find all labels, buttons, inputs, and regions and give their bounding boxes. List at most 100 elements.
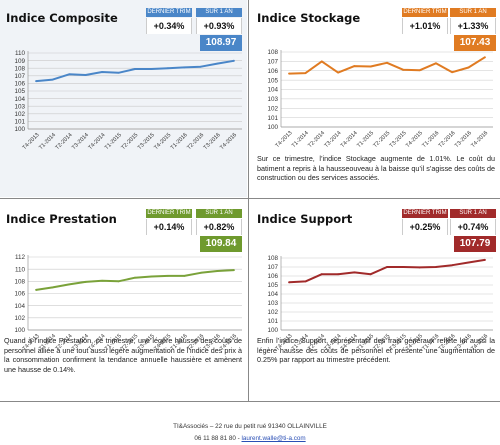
footer-email-link[interactable]: laurent.walle@ti-a.com [241,435,306,442]
data-point [483,258,486,261]
x-tick-label: T2-2014 [307,130,326,149]
x-tick-label: T4-2016 [470,130,489,149]
x-tick-label: T1-2016 [170,132,189,151]
y-tick-label: 104 [267,87,278,94]
footer-contact: 06 11 88 81 80 - laurent.walle@ti-a.com [0,435,500,442]
data-point [320,273,323,276]
y-tick-label: 107 [14,73,25,80]
last-quarter-header: DERNIER TRIM [146,8,192,17]
y-tick-label: 108 [267,49,278,56]
y-tick-label: 108 [14,65,25,72]
x-tick-label: T4-2014 [88,132,107,151]
y-tick-label: 107 [267,264,278,271]
data-point [337,71,339,74]
series-line [35,269,235,291]
y-tick-label: 112 [15,254,26,261]
data-point [84,74,87,76]
prestation-block: Indice Prestation DERNIER TRIM SUR 1 AN … [0,201,248,401]
year-value: +0.74% [450,219,496,235]
y-tick-label: 102 [14,111,25,118]
footer-phone: 06 11 88 81 80 - [194,435,242,442]
y-tick-label: 106 [267,273,278,280]
data-point [483,56,486,59]
y-tick-label: 110 [15,50,26,57]
data-point [51,78,54,81]
year-header: SUR 1 AN [450,8,496,17]
x-tick-label: T1-2016 [421,130,440,149]
data-point [467,66,470,69]
prestation-description: Quand à l’indice Prestation, ce trimestr… [4,336,242,375]
data-point [418,266,421,269]
horizontal-divider [0,198,500,199]
stockage-description: Sur ce trimestre, l’indice Stockage augm… [257,154,495,183]
data-point [150,275,153,278]
series-line [35,59,235,83]
data-point [232,269,235,272]
y-tick-label: 102 [267,309,278,316]
data-point [353,271,356,274]
year-value: +0.93% [196,18,242,34]
y-tick-label: 107 [267,59,278,66]
x-tick-label: T3-2016 [203,132,222,151]
data-point [68,73,71,76]
current-index-value: 107.79 [454,236,496,252]
stockage-block: Indice Stockage DERNIER TRIM SUR 1 AN +1… [251,0,500,198]
y-tick-label: 103 [267,96,278,103]
data-point [320,60,323,63]
last-quarter-header: DERNIER TRIM [402,209,448,218]
y-tick-label: 100 [14,327,25,334]
data-point [353,65,356,67]
data-point [199,271,202,274]
last-quarter-value: +0.34% [146,18,192,34]
data-point [435,266,437,268]
x-tick-label: T3-2015 [137,132,156,151]
data-point [117,280,120,283]
x-tick-label: T2-2016 [438,130,457,149]
y-tick-label: 108 [14,279,25,286]
y-tick-label: 108 [267,255,278,262]
y-tick-label: 100 [267,124,278,131]
support-description: Enfin l’indice Support, représentatif de… [257,336,495,365]
data-point [216,270,219,272]
y-tick-label: 103 [14,103,25,110]
data-point [134,276,136,279]
data-point [199,65,202,68]
x-tick-label: T4-2013 [22,132,41,151]
year-header: SUR 1 AN [450,209,496,218]
year-value: +0.82% [196,219,242,235]
x-tick-label: T4-2014 [340,130,359,149]
stockage-chart: 100101102103104105106107108T4-2013T1-201… [267,49,493,149]
y-tick-label: 110 [15,266,26,273]
y-tick-label: 101 [267,115,278,122]
y-tick-label: 106 [267,68,278,75]
data-point [304,280,307,283]
footer-address: TI&Associés – 22 rue du petit rué 91340 … [173,423,327,430]
data-point [167,67,169,70]
x-tick-label: T1-2014 [38,132,57,151]
x-tick-label: T2-2016 [186,132,205,151]
data-point [369,273,372,276]
data-point [150,68,153,70]
data-point [418,69,421,72]
data-point [337,273,339,276]
data-point [167,274,169,277]
x-tick-label: T2-2015 [120,132,139,151]
last-quarter-header: DERNIER TRIM [402,8,448,17]
y-tick-label: 106 [14,291,25,298]
x-tick-label: T3-2014 [324,130,343,149]
data-point [84,281,87,283]
data-point [134,68,136,70]
x-tick-label: T1-2014 [291,130,310,149]
x-tick-label: T3-2016 [454,130,473,149]
year-header: SUR 1 AN [196,8,242,17]
panel-title: Indice Stockage [257,11,361,25]
last-quarter-value: +0.25% [402,219,448,235]
y-tick-label: 105 [267,77,278,84]
y-tick-label: 105 [267,282,278,289]
y-tick-label: 103 [267,300,278,307]
last-quarter-header: DERNIER TRIM [146,209,192,218]
y-tick-label: 102 [14,315,25,322]
current-index-value: 108.97 [200,35,242,51]
x-tick-label: T4-2015 [405,130,424,149]
